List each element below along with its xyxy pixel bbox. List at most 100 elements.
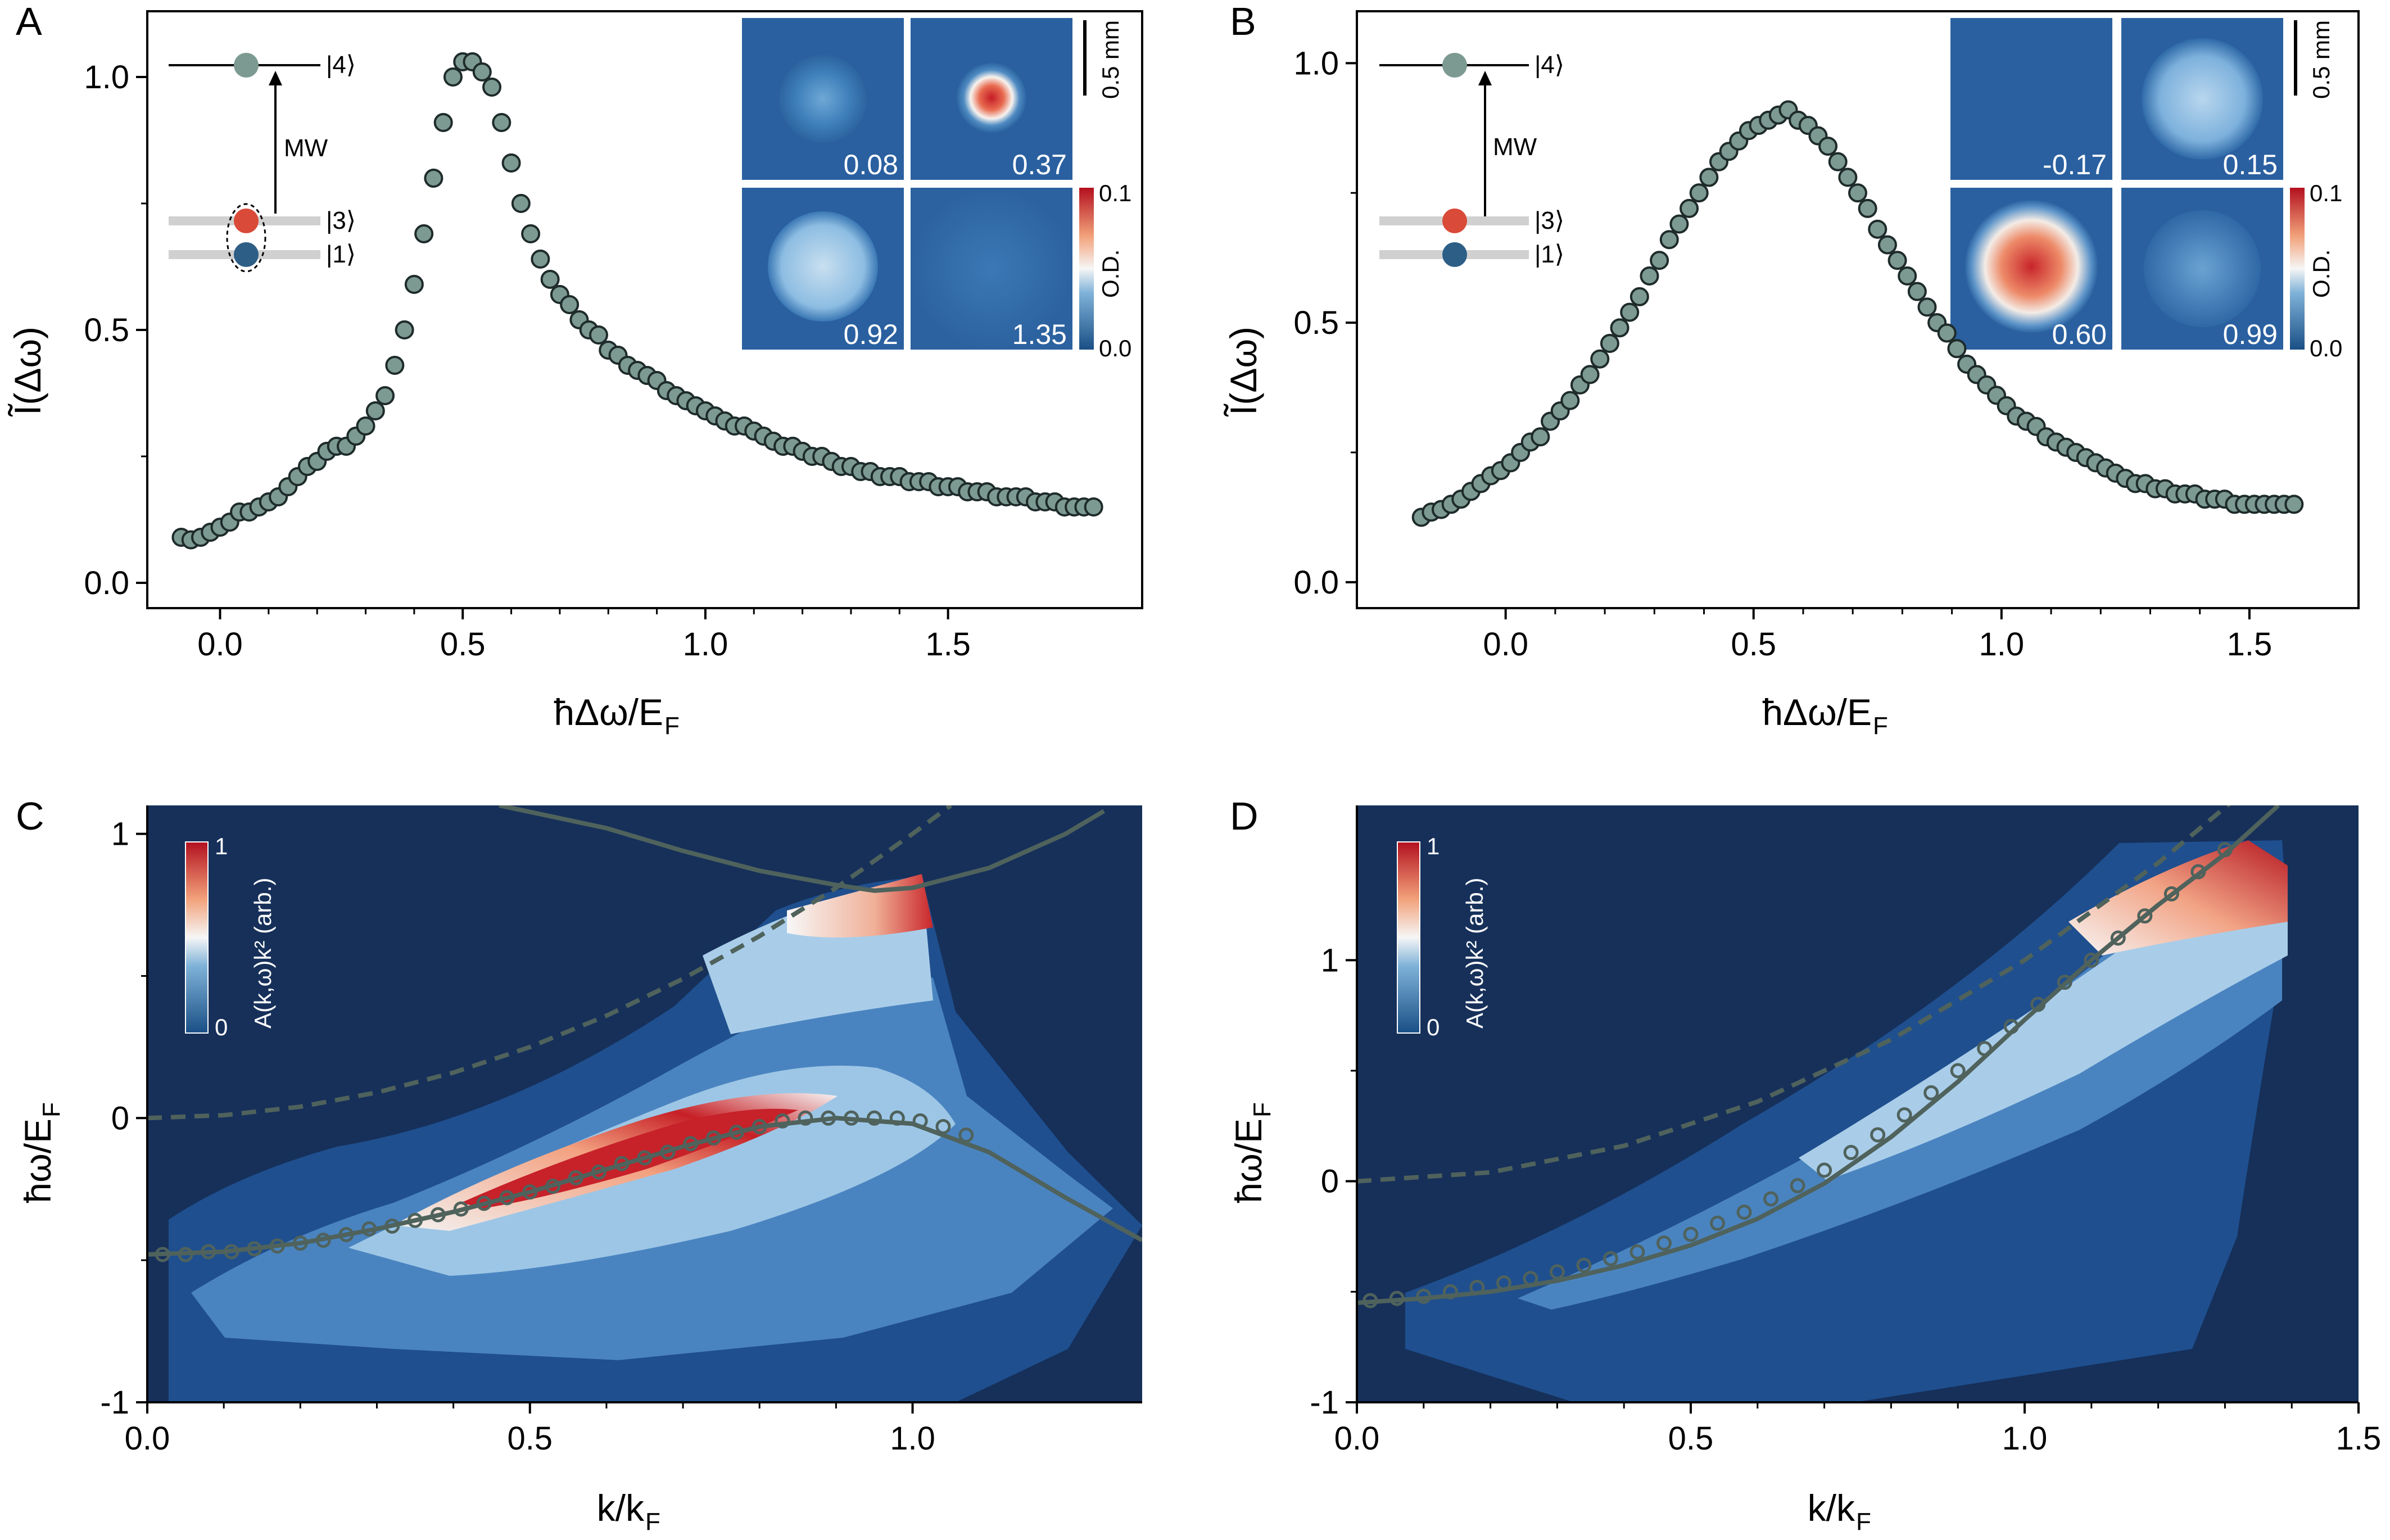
peak-marker [2030,997,2046,1012]
peak-marker [1576,1257,1592,1273]
ylabel-b: Ĩ(Δω) [1223,327,1264,417]
peak-marker [1923,1085,1939,1100]
data-point [375,386,395,405]
peak-marker [1389,1290,1405,1306]
level-diagram-b: |4⟩ MW |3⟩ |1⟩ [1379,51,1564,268]
ylabel-d: ħω/E [1228,1118,1269,1203]
data-point [492,113,512,132]
peak-marker [453,1201,469,1217]
peak-marker [1523,1271,1538,1287]
data-point [433,113,453,132]
peak-marker [499,1190,515,1206]
heatmap-region-red-top [2068,840,2288,955]
inset-value: 0.15 [2223,149,2278,180]
peak-marker [338,1227,354,1243]
peak-marker [1363,1293,1378,1308]
xlabel-sub-a: F [664,712,680,740]
y-tick-label: -1 [1310,1384,1339,1421]
xlabel-sub-c: F [645,1508,660,1536]
colorbar-min: 0 [1427,1014,1440,1040]
atom-green [234,53,259,78]
data-point [1689,183,1709,203]
data-point [1868,219,1887,239]
data-point [1858,198,1877,218]
data-point [1640,266,1659,286]
data-point [1610,318,1629,338]
peak-marker [1870,1127,1886,1143]
fit-line [499,805,1105,893]
y-tick-label: 1.0 [84,59,129,96]
data-point [589,325,608,345]
peak-marker [2110,930,2126,946]
data-point [1580,365,1600,384]
cloud-blob [1965,200,2098,333]
peak-marker [1977,1041,1993,1057]
peak-marker [637,1150,653,1166]
peak-marker [958,1127,974,1143]
peak-marker [1710,1215,1726,1231]
cloud-blob [768,211,878,321]
x-tick-label: 1.0 [890,1420,935,1457]
peak-marker [1416,1288,1432,1304]
peak-marker [2163,886,2179,902]
data-point [1650,251,1669,270]
x-tick-label: 1.5 [2336,1420,2382,1457]
colorbar-max: 1 [1427,833,1440,859]
cloud-blob [957,63,1026,133]
pair-ellipse [226,203,266,273]
peak-marker [292,1235,308,1251]
peak-marker [1790,1178,1805,1194]
peak-marker [476,1195,492,1211]
data-point [1669,214,1689,234]
level-1-label: |1⟩ [326,241,356,268]
peak-marker [844,1110,859,1126]
peak-marker [1817,1162,1832,1178]
peak-marker [2084,952,2099,968]
y-tick-label: 1.0 [1293,45,1339,81]
scale-bar-label: 0.5 mm [2308,20,2334,99]
xlabel-c: k/k [597,1487,645,1529]
peak-marker [2057,975,2072,990]
x-tick-label: 0.0 [197,626,243,663]
data-point [1659,230,1679,250]
peak-marker [408,1212,423,1228]
heatmap-region-light [1799,894,2288,1180]
data-point [1620,302,1640,322]
data-point [540,270,560,289]
peak-marker [1896,1107,1912,1123]
peak-marker [1442,1284,1458,1299]
data-point [511,194,531,213]
peak-marker [1549,1264,1565,1280]
data-point [521,224,541,243]
plot-c: 0.0 0.5 1.0 -1 0 1 [100,805,1142,1457]
inset-image-1-b [1950,18,2112,180]
peak-marker [568,1170,583,1185]
colorbar-c: 1 0 A(k,ω)k² (arb.) [185,833,276,1040]
data-point [1947,339,1967,359]
colorbar-label: A(k,ω)k² (arb.) [1461,878,1488,1029]
peak-marker [1843,1145,1859,1161]
peak-marker [155,1247,170,1262]
peak-marker [821,1110,836,1126]
colorbar [1079,188,1094,350]
scale-bar-label: 0.5 mm [1097,20,1124,99]
peak-marker [361,1221,377,1237]
x-tick-label: 0.5 [1668,1420,1714,1457]
x-tick-label: 0.5 [507,1420,553,1457]
ylabel-sub-c: F [38,1102,65,1117]
data-point [1531,427,1550,447]
xlabel-sub-b: F [1873,712,1888,740]
peak-marker [1763,1191,1779,1207]
plot-a: 0.0 0.5 1.0 1.5 0.0 0.5 1.0 [84,10,1143,663]
xlabel-a: ħΔω/E [554,691,663,733]
panel-label-d: D [1230,794,1259,838]
data-point [1898,266,1917,286]
colorbar [185,841,209,1034]
y-tick-label: 0.5 [1293,305,1339,341]
peak-marker [2217,842,2233,858]
x-tick-label: 1.0 [1979,626,2025,663]
atom-blue [234,242,259,267]
data-point [1828,152,1848,171]
data-point [560,295,580,314]
